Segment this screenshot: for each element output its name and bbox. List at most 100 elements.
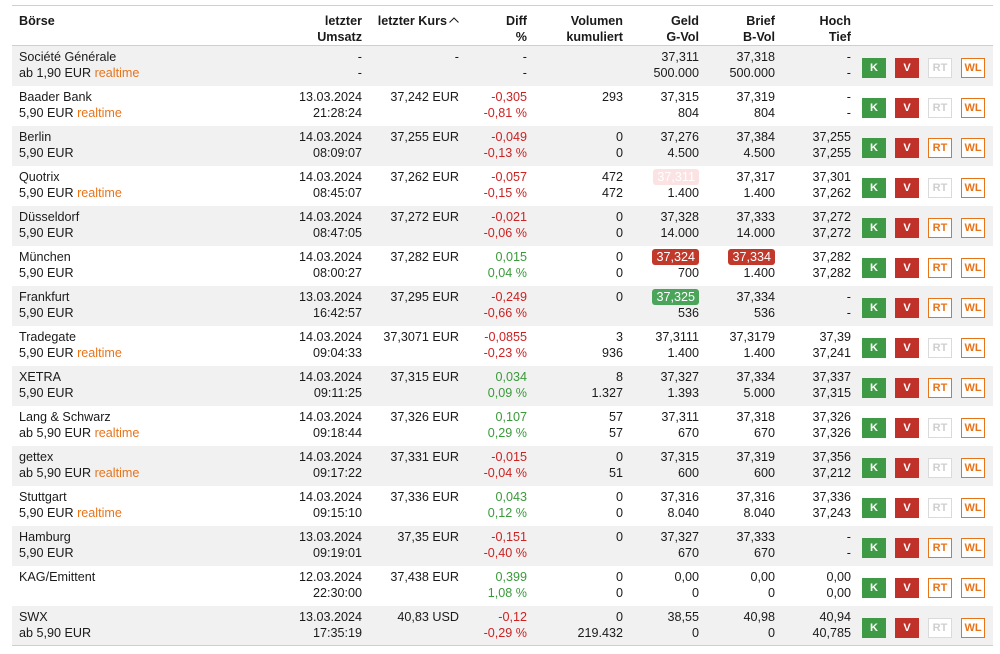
realtime-button[interactable]: RT [928,377,952,398]
watchlist-button[interactable]: WL [961,457,985,478]
table-row[interactable]: Quotrix 5,90 EUR realtime 14.03.2024 08:45:… [12,166,993,206]
realtime-button[interactable]: RT [928,537,952,558]
watchlist-button[interactable]: WL [961,297,985,318]
exchange-name[interactable]: SWX [19,609,48,624]
exchange-name[interactable]: Quotrix [19,169,60,184]
table-row[interactable]: Tradegate 5,90 EUR realtime 14.03.2024 09:0… [12,326,993,366]
realtime-link[interactable]: realtime [77,505,122,520]
exchange-name[interactable]: Berlin [19,129,52,144]
sell-button[interactable]: V [895,377,919,398]
sell-button[interactable]: V [895,617,919,638]
sell-button[interactable]: V [895,137,919,158]
exchange-name[interactable]: München [19,249,71,264]
sell-button[interactable]: V [895,58,919,78]
buy-button[interactable]: K [862,97,886,118]
header-geld[interactable]: Geld G-Vol [623,5,699,46]
table-row[interactable]: XETRA 5,90 EUR 14.03.2024 09:11:25 37,315 E… [12,365,993,406]
exchange-name[interactable]: Frankfurt [19,289,70,304]
realtime-link[interactable]: realtime [77,185,122,200]
sell-button[interactable]: V [895,97,919,118]
sell-button[interactable]: V [895,497,919,518]
realtime-button[interactable]: RT [928,137,952,158]
exchange-name[interactable]: Lang & Schwarz [19,409,111,424]
sell-button[interactable]: V [895,537,919,558]
watchlist-button[interactable]: WL [961,377,985,398]
realtime-button[interactable]: RT [928,217,952,238]
buy-button[interactable]: K [862,257,886,278]
table-row[interactable]: Société Générale ab 1,90 EUR realtime - - - -… [12,45,993,86]
buy-button[interactable]: K [862,537,886,558]
realtime-button[interactable]: RT [928,577,952,598]
exchange-name[interactable]: gettex [19,449,54,464]
sell-button[interactable]: V [895,257,919,278]
buy-button[interactable]: K [862,217,886,238]
header-diff[interactable]: Diff% [459,5,527,46]
exchange-name[interactable]: Baader Bank [19,89,92,104]
watchlist-button[interactable]: WL [961,177,985,198]
realtime-link[interactable]: realtime [77,345,122,360]
exchange-name[interactable]: KAG/Emittent [19,569,96,584]
sell-button[interactable]: V [895,457,919,478]
sell-button[interactable]: V [895,417,919,438]
header-umsatz[interactable]: letzter Umsatz [252,5,362,46]
geld-line: 37,328 [623,209,699,225]
header-kurs[interactable]: letzter Kurs [362,5,459,46]
watchlist-button[interactable]: WL [961,217,985,238]
sell-button[interactable]: V [895,177,919,198]
table-row[interactable]: Berlin 5,90 EUR 14.03.2024 08:09:07 37,255 … [12,125,993,166]
watchlist-button[interactable]: WL [961,497,985,518]
realtime-link[interactable]: realtime [77,105,122,120]
exchange-name[interactable]: Düsseldorf [19,209,80,224]
buy-button[interactable]: K [862,297,886,318]
watchlist-button[interactable]: WL [961,58,985,78]
table-row[interactable]: SWX ab 5,90 EUR 13.03.2024 17:35:19 40,83 U… [12,605,993,646]
exchange-name[interactable]: Stuttgart [19,489,67,504]
watchlist-button[interactable]: WL [961,337,985,358]
table-row[interactable]: Hamburg 5,90 EUR 13.03.2024 09:19:01 37,35 … [12,525,993,566]
table-row[interactable]: München 5,90 EUR 14.03.2024 08:00:27 37,282… [12,246,993,286]
cell-kurs: 37,438 EUR [362,566,459,606]
realtime-button[interactable]: RT [928,297,952,318]
buy-button[interactable]: K [862,337,886,358]
realtime-button[interactable]: RT [928,257,952,278]
buy-button[interactable]: K [862,58,886,78]
header-volumen[interactable]: Volumen kumuliert [527,5,623,46]
realtime-link[interactable]: realtime [94,66,140,80]
sell-button[interactable]: V [895,577,919,598]
table-row[interactable]: Baader Bank 5,90 EUR realtime 13.03.2024 21… [12,86,993,126]
cell-brief: 37,316 8.040 [699,486,775,526]
exchange-name[interactable]: Hamburg [19,529,71,544]
watchlist-button[interactable]: WL [961,97,985,118]
exchange-name[interactable]: Société Générale [19,50,117,64]
watchlist-button[interactable]: WL [961,577,985,598]
watchlist-button[interactable]: WL [961,417,985,438]
buy-button[interactable]: K [862,177,886,198]
buy-button[interactable]: K [862,137,886,158]
exchange-name[interactable]: Tradegate [19,329,76,344]
realtime-link[interactable]: realtime [94,465,140,480]
buy-button[interactable]: K [862,497,886,518]
table-row[interactable]: Lang & Schwarz ab 5,90 EUR realtime 14.03.… [12,406,993,446]
buy-button[interactable]: K [862,457,886,478]
sell-button[interactable]: V [895,337,919,358]
table-row[interactable]: Frankfurt 5,90 EUR 13.03.2024 16:42:57 37,2… [12,285,993,326]
header-boerse[interactable]: Börse [12,5,252,46]
buy-button[interactable]: K [862,617,886,638]
buy-button[interactable]: K [862,417,886,438]
header-hoch[interactable]: Hoch Tief [775,5,851,46]
table-row[interactable]: KAG/Emittent 12.03.2024 22:30:00 37,438 EU… [12,566,993,606]
buy-button[interactable]: K [862,577,886,598]
table-row[interactable]: gettex ab 5,90 EUR realtime 14.03.2024 09:1… [12,445,993,486]
watchlist-button[interactable]: WL [961,617,985,638]
sell-button[interactable]: V [895,297,919,318]
exchange-name[interactable]: XETRA [19,369,61,384]
buy-button[interactable]: K [862,377,886,398]
header-brief[interactable]: Brief B-Vol [699,5,775,46]
watchlist-button[interactable]: WL [961,137,985,158]
watchlist-button[interactable]: WL [961,537,985,558]
realtime-link[interactable]: realtime [94,425,140,440]
watchlist-button[interactable]: WL [961,257,985,278]
table-row[interactable]: Stuttgart 5,90 EUR realtime 14.03.2024 09:1… [12,486,993,526]
table-row[interactable]: Düsseldorf 5,90 EUR 14.03.2024 08:47:05 37,… [12,205,993,246]
sell-button[interactable]: V [895,217,919,238]
